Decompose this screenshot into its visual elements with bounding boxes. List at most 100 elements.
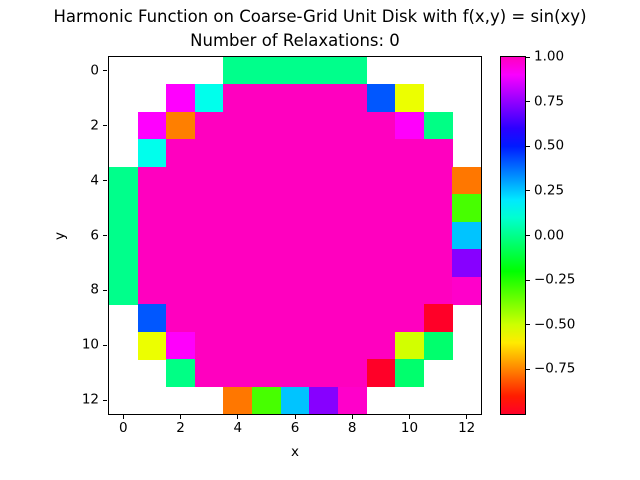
chart-title: Harmonic Function on Coarse-Grid Unit Di…: [53, 7, 587, 26]
heatmap-cell: [337, 304, 368, 333]
heatmap-cell: [280, 84, 310, 113]
heatmap-cell: [223, 276, 253, 305]
colorbar: [500, 56, 526, 415]
heatmap-cell: [337, 194, 368, 223]
heatmap-cell: [280, 249, 310, 278]
heatmap-cell: [337, 331, 368, 360]
colorbar-tick-label: −0.25: [534, 271, 576, 288]
x-axis-label: x: [291, 444, 299, 460]
heatmap-cell: [337, 386, 368, 414]
heatmap-cell: [309, 359, 339, 388]
heatmap-cell: [309, 166, 339, 195]
heatmap-cell: [366, 139, 396, 168]
colorbar-tick: [526, 56, 530, 58]
heatmap-cell: [309, 221, 339, 250]
x-axis-tick: [408, 415, 410, 419]
heatmap-cell: [252, 304, 282, 333]
heatmap-cell: [423, 304, 454, 333]
heatmap-cell: [309, 331, 339, 360]
heatmap-cell: [452, 194, 481, 223]
colorbar-tick-label: −0.50: [534, 316, 576, 333]
heatmap-cell: [252, 139, 282, 168]
heatmap-cell: [366, 249, 396, 278]
x-axis-tick-label: 10: [400, 420, 419, 436]
heatmap-cell: [309, 57, 339, 86]
heatmap-cell: [395, 139, 425, 168]
colorbar-tick: [526, 235, 530, 236]
heatmap-cell: [337, 276, 368, 305]
heatmap-cell: [194, 221, 225, 250]
heatmap-cell: [395, 111, 425, 141]
heatmap-cell: [280, 386, 310, 414]
y-axis-tick: [103, 125, 107, 127]
heatmap-cell: [223, 111, 253, 141]
heatmap-cell: [137, 166, 167, 195]
heatmap-cell: [252, 57, 282, 86]
heatmap-cell: [423, 111, 454, 141]
heatmap-cell: [337, 139, 368, 168]
heatmap-cell: [223, 166, 253, 195]
heatmap-cell: [280, 331, 310, 360]
heatmap-cell: [137, 111, 167, 141]
heatmap-cell: [395, 331, 425, 360]
heatmap: [109, 57, 481, 414]
heatmap-cell: [166, 249, 196, 278]
heatmap-cell: [280, 359, 310, 388]
x-axis-tick: [351, 415, 353, 419]
heatmap-cell: [366, 304, 396, 333]
plot-area: [108, 56, 482, 415]
heatmap-cell: [194, 249, 225, 278]
heatmap-cell: [223, 84, 253, 113]
heatmap-cell: [423, 221, 454, 250]
heatmap-cell: [395, 84, 425, 113]
heatmap-cell: [423, 331, 454, 360]
heatmap-cell: [223, 249, 253, 278]
heatmap-cell: [166, 84, 196, 113]
heatmap-cell: [337, 111, 368, 141]
heatmap-cell: [252, 221, 282, 250]
y-axis-tick: [103, 399, 107, 401]
heatmap-cell: [252, 84, 282, 113]
heatmap-cell: [366, 359, 396, 388]
heatmap-cell: [395, 249, 425, 278]
heatmap-cell: [252, 194, 282, 223]
y-axis-tick: [103, 180, 107, 182]
heatmap-cell: [366, 166, 396, 195]
heatmap-cell: [280, 304, 310, 333]
colorbar-tick-label: 0.75: [534, 93, 565, 110]
heatmap-cell: [166, 194, 196, 223]
heatmap-cell: [109, 166, 139, 195]
colorbar-tick: [526, 101, 530, 103]
heatmap-cell: [309, 139, 339, 168]
heatmap-cell: [223, 331, 253, 360]
y-axis-tick: [103, 289, 107, 291]
heatmap-cell: [194, 84, 225, 113]
heatmap-cell: [223, 57, 253, 86]
y-axis-tick-label: 8: [90, 281, 99, 298]
heatmap-cell: [280, 139, 310, 168]
heatmap-cell: [452, 166, 481, 195]
heatmap-cell: [423, 194, 454, 223]
x-axis-tick-label: 2: [176, 420, 185, 436]
heatmap-cell: [337, 84, 368, 113]
heatmap-cell: [252, 331, 282, 360]
heatmap-cell: [366, 111, 396, 141]
heatmap-cell: [337, 166, 368, 195]
heatmap-cell: [252, 386, 282, 414]
colorbar-tick-label: 0.00: [534, 227, 565, 243]
y-axis-tick-label: 12: [81, 391, 99, 408]
heatmap-cell: [194, 359, 225, 388]
heatmap-cell: [137, 276, 167, 305]
heatmap-cell: [194, 139, 225, 168]
heatmap-cell: [109, 221, 139, 250]
heatmap-cell: [223, 194, 253, 223]
heatmap-cell: [166, 331, 196, 360]
heatmap-cell: [423, 166, 454, 195]
heatmap-cell: [194, 276, 225, 305]
x-axis-tick: [122, 415, 124, 419]
x-axis-tick: [180, 415, 182, 419]
heatmap-cell: [137, 331, 167, 360]
x-axis-tick: [294, 415, 296, 419]
heatmap-cell: [137, 139, 167, 168]
